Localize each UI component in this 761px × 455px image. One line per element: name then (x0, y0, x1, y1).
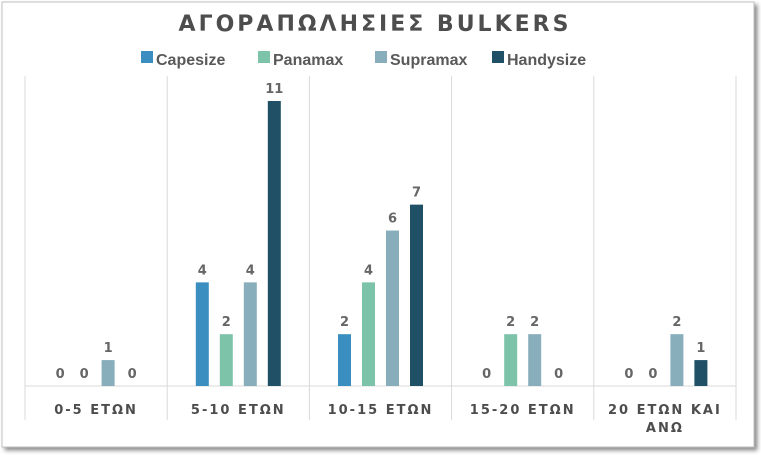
category-label: 5-10 ΕΤΩΝ (191, 403, 286, 418)
data-label-capesize: 0 (624, 367, 633, 382)
data-label-capesize: 4 (198, 263, 207, 278)
chart-title: ΑΓΟΡΑΠΩΛΗΣΙΕΣ BULKERS (179, 12, 572, 37)
data-label-capesize: 0 (56, 367, 65, 382)
category-label-line: ΑΝΩ (646, 421, 684, 436)
category-label-line: 20 ΕΤΩΝ ΚΑΙ (608, 403, 722, 418)
legend-swatch-capesize (141, 51, 153, 63)
legend-label-panamax: Panamax (273, 52, 343, 69)
category-label: 15-20 ΕΤΩΝ (470, 403, 576, 418)
category-label: 10-15 ΕΤΩΝ (328, 403, 434, 418)
category-grid (24, 76, 737, 420)
legend-label-capesize: Capesize (156, 52, 225, 69)
legend-swatch-handysize (492, 51, 504, 63)
bar-panamax (219, 334, 233, 386)
data-label-handysize: 1 (696, 341, 705, 356)
bar-supramax (670, 334, 684, 386)
data-label-supramax: 2 (530, 315, 539, 330)
bar-handysize (410, 204, 423, 386)
bar-supramax (101, 360, 115, 386)
data-label-supramax: 1 (104, 341, 113, 356)
data-label-panamax: 0 (648, 367, 657, 382)
data-label-capesize: 2 (340, 315, 349, 330)
data-label-handysize: 11 (265, 82, 283, 97)
data-label-capesize: 0 (482, 367, 491, 382)
data-label-panamax: 2 (222, 315, 231, 330)
chart-border (1, 1, 755, 448)
data-label-handysize: 0 (128, 367, 137, 382)
legend-swatch-panamax (258, 51, 270, 63)
data-label-panamax: 0 (80, 367, 89, 382)
legend-label-supramax: Supramax (390, 52, 467, 69)
bar-capesize (195, 282, 209, 386)
data-label-handysize: 7 (412, 186, 421, 201)
data-label-supramax: 2 (672, 315, 681, 330)
bars-group (101, 101, 708, 386)
bar-panamax (362, 282, 375, 386)
category-labels-group: 0-5 ΕΤΩΝ 5-10 ΕΤΩΝ 10-15 ΕΤΩΝ 15-20 ΕΤΩΝ 20 … (54, 403, 722, 436)
category-label: 20 ΕΤΩΝ ΚΑΙ ΑΝΩ (608, 403, 722, 436)
legend-label-handysize: Handysize (507, 52, 586, 69)
data-label-panamax: 4 (364, 263, 373, 278)
bar-capesize (338, 334, 351, 386)
data-label-supramax: 6 (388, 212, 397, 227)
data-label-panamax: 2 (506, 315, 515, 330)
bar-panamax (504, 334, 518, 386)
bar-supramax (528, 334, 542, 386)
legend: Capesize Panamax Supramax Handysize (141, 51, 586, 69)
data-label-handysize: 0 (554, 367, 563, 382)
legend-swatch-supramax (375, 51, 387, 63)
bar-handysize (694, 360, 708, 386)
category-label: 0-5 ΕΤΩΝ (54, 403, 138, 418)
data-label-supramax: 4 (246, 263, 255, 278)
bar-supramax (243, 282, 257, 386)
bar-handysize (267, 101, 281, 386)
bar-supramax (386, 230, 399, 386)
